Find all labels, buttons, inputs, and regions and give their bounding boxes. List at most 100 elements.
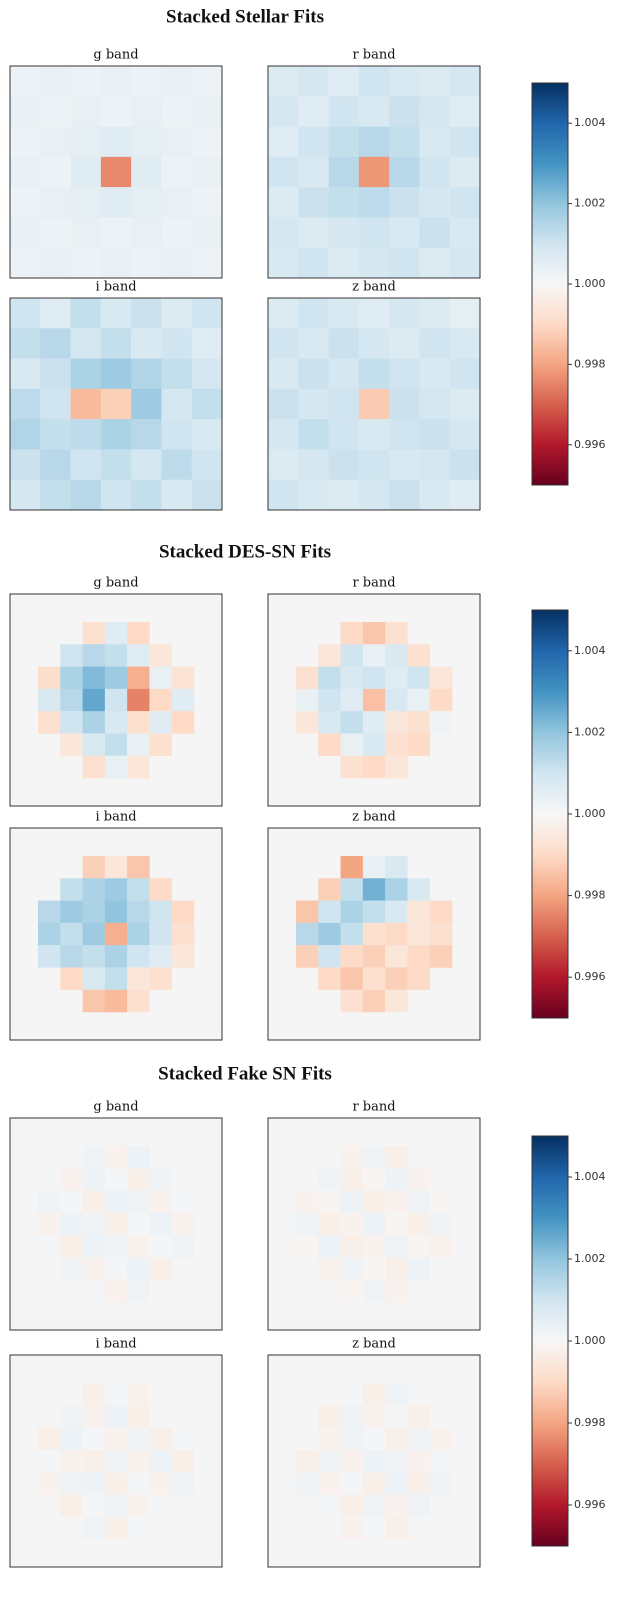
heatmap-cell — [298, 328, 329, 359]
panel-title: r band — [352, 576, 395, 591]
heatmap-cell — [104, 1494, 128, 1518]
heatmap-cell — [70, 479, 102, 511]
heatmap-cell — [298, 419, 329, 450]
heatmap-cell — [127, 1405, 150, 1428]
heatmap-cell — [340, 967, 364, 991]
heatmap-cell — [10, 298, 41, 329]
heatmap-cell — [385, 1212, 408, 1236]
heatmap-cell — [419, 419, 451, 450]
heatmap-cell — [82, 1494, 106, 1518]
heatmap-cell — [70, 358, 102, 390]
heatmap-cell — [296, 688, 319, 712]
heatmap-cell — [385, 989, 408, 1013]
heatmap-cell — [358, 419, 390, 450]
heatmap-cell — [70, 328, 102, 359]
heatmap-cell — [407, 1168, 431, 1191]
heatmap-cell — [82, 1427, 106, 1451]
panel-title: g band — [93, 576, 138, 591]
heatmap-cell — [127, 856, 150, 879]
heatmap-cell — [298, 449, 329, 481]
panel-frame — [267, 827, 481, 1041]
heatmap-cell — [171, 666, 195, 690]
heatmap-cell — [340, 666, 364, 690]
heatmap-cell — [149, 1257, 173, 1281]
heatmap-cell — [131, 388, 162, 420]
heatmap-cell — [318, 1405, 341, 1428]
heatmap-cell — [82, 945, 106, 968]
heatmap-cell — [340, 945, 364, 968]
heatmap-cell — [362, 945, 386, 968]
heatmap-cell — [10, 479, 41, 511]
heatmap-cell — [82, 1146, 106, 1169]
heatmap-cell — [298, 247, 329, 279]
heatmap-cell — [296, 666, 319, 690]
heatmap-cell — [318, 688, 341, 712]
heatmap-cell — [149, 688, 173, 712]
heatmap-cell — [38, 688, 61, 712]
heatmap-cell — [149, 945, 173, 968]
colorbar-tick-label: 0.998 — [574, 889, 606, 902]
heatmap-cell — [131, 298, 162, 329]
heatmap-cell — [82, 878, 106, 901]
heatmap-cell — [449, 298, 481, 329]
heatmap-cell — [358, 126, 390, 158]
heatmap-cell — [389, 126, 420, 158]
heatmap-cell — [127, 1212, 150, 1236]
heatmap-cell — [38, 1235, 61, 1258]
heatmap-cell — [268, 96, 299, 127]
heatmap-cell — [82, 1516, 106, 1540]
heatmap-cell — [318, 1427, 341, 1451]
heatmap-cell — [419, 388, 451, 420]
heatmap-cell — [385, 733, 408, 757]
colorbar-tick-label: 1.004 — [574, 1170, 606, 1183]
heatmap-cell — [385, 1449, 408, 1473]
heatmap-cell — [127, 1235, 150, 1258]
heatmap-cell — [60, 1257, 83, 1281]
heatmap-cell — [70, 126, 102, 158]
heatmap-cell — [318, 1168, 341, 1191]
heatmap-cell — [131, 217, 162, 249]
heatmap-cell — [38, 900, 61, 924]
heatmap-cell — [38, 1472, 61, 1495]
heatmap-cell — [40, 449, 71, 481]
heatmap-cell — [318, 1472, 341, 1495]
heatmap-cell — [362, 1449, 386, 1473]
heatmap-cell — [389, 328, 420, 359]
heatmap-cell — [268, 358, 299, 390]
heatmap-cell — [407, 1405, 431, 1428]
heatmap-cell — [328, 479, 360, 511]
heatmap-cell — [328, 96, 360, 127]
heatmap-cell — [389, 298, 420, 329]
heatmap-cell — [328, 66, 360, 97]
heatmap-cell — [161, 217, 193, 249]
heatmap-cell — [82, 1212, 106, 1236]
heatmap-cell — [10, 328, 41, 359]
heatmap-cell — [40, 156, 71, 188]
heatmap-cell — [385, 967, 408, 991]
heatmap-cell — [298, 217, 329, 249]
heatmap-cell — [407, 1449, 431, 1473]
heatmap-cell — [127, 733, 150, 757]
heatmap-cell — [104, 856, 128, 879]
panel-title: i band — [95, 1337, 136, 1352]
heatmap-cell — [127, 1427, 150, 1451]
heatmap-cell — [82, 1383, 106, 1406]
panel-title: g band — [93, 48, 138, 63]
heatmap-cell — [40, 66, 71, 97]
heatmap-cell — [60, 1168, 83, 1191]
panel-frame — [9, 1354, 223, 1568]
heatmap-cell — [127, 989, 150, 1013]
heatmap-cell — [149, 1212, 173, 1236]
heatmap-cell — [385, 1405, 408, 1428]
heatmap-cell — [407, 1257, 431, 1281]
colorbar-tick-label: 1.004 — [574, 644, 606, 657]
heatmap-cell — [385, 1427, 408, 1451]
heatmap-cell — [131, 156, 162, 188]
heatmap-cell — [131, 358, 162, 390]
heatmap-cell — [385, 1168, 408, 1191]
heatmap-cell — [40, 479, 71, 511]
heatmap-cell — [149, 1472, 173, 1495]
heatmap-cell — [362, 622, 386, 645]
heatmap-cell — [449, 479, 481, 511]
heatmap-cell — [362, 878, 386, 901]
